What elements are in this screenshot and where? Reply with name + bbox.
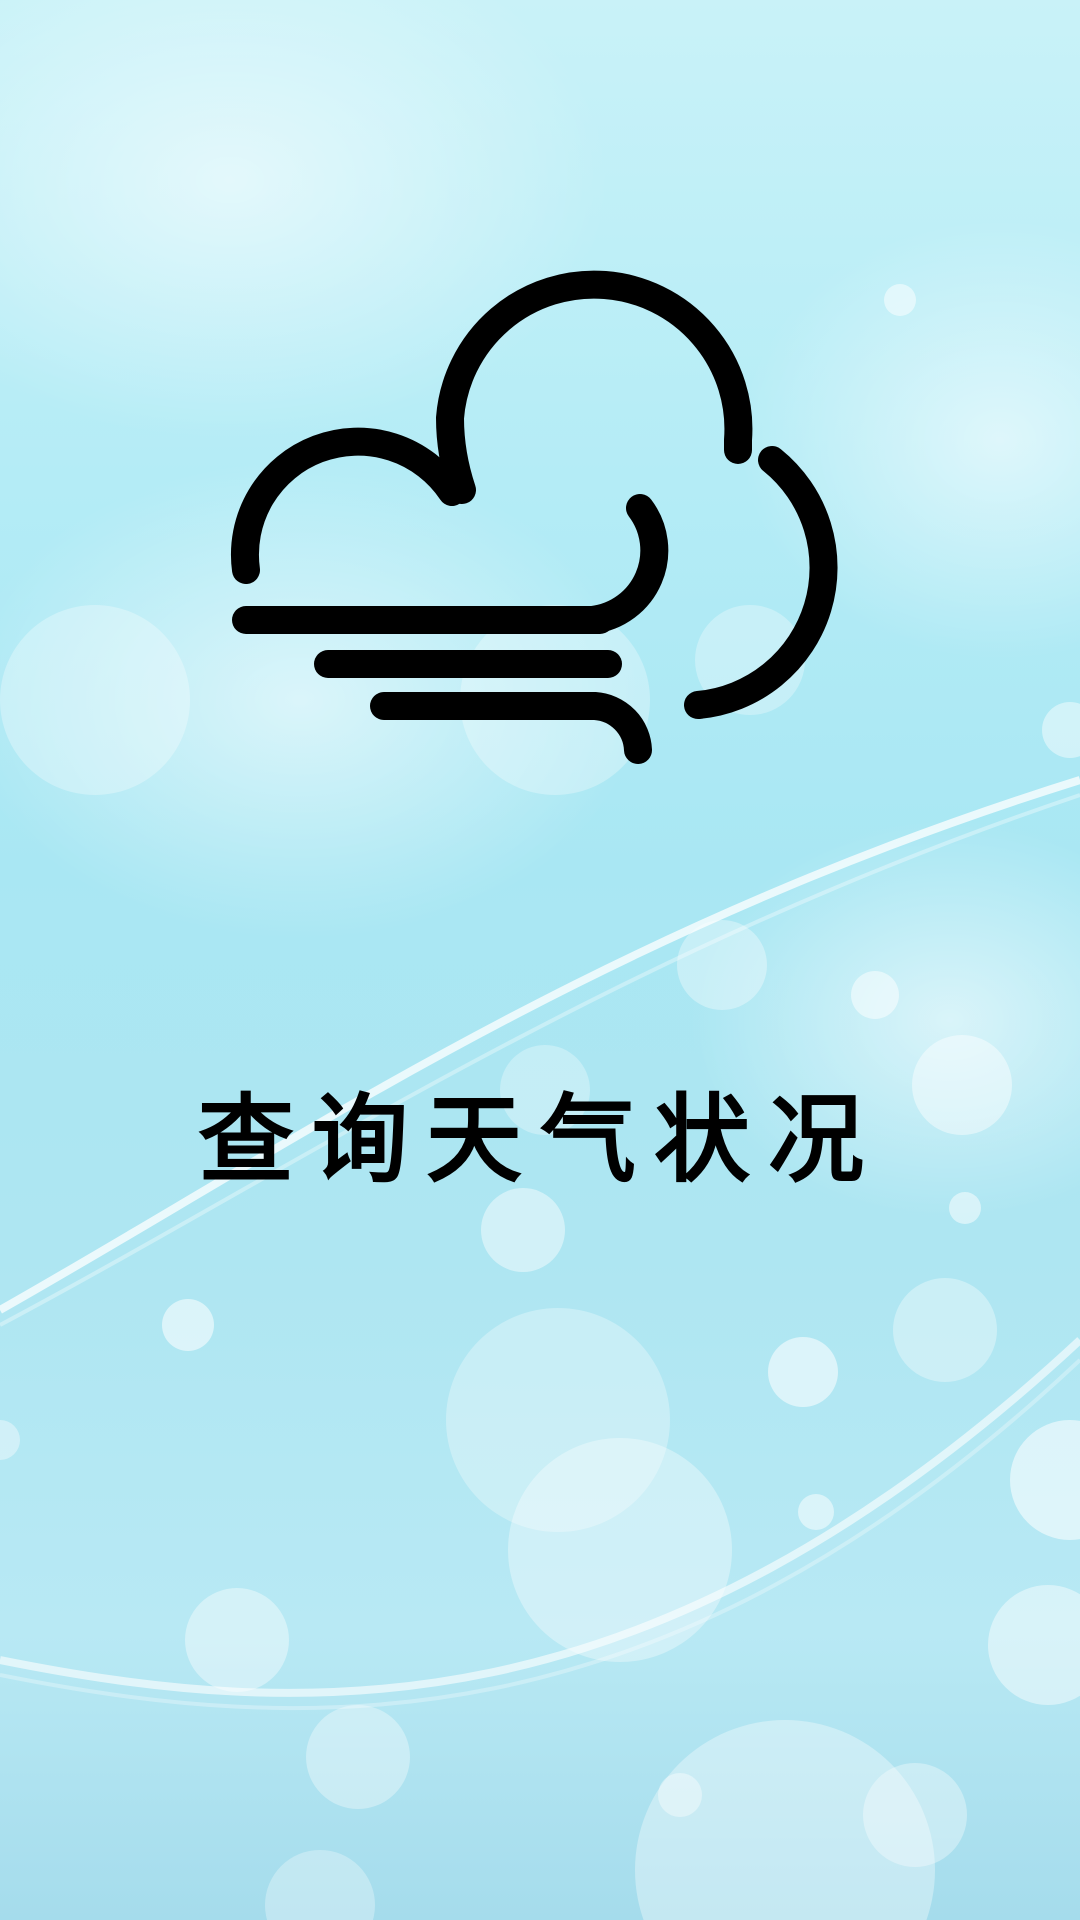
bubble — [306, 1705, 410, 1809]
bubble — [884, 284, 916, 316]
bubble — [798, 1494, 834, 1530]
bubble — [265, 1850, 375, 1920]
bubble — [863, 1763, 967, 1867]
bubble — [677, 920, 767, 1010]
cloud-top-arc — [450, 285, 738, 490]
bubble — [988, 1585, 1080, 1705]
wind-curl — [592, 508, 654, 620]
cloud-right-lobe — [698, 460, 824, 705]
bubble — [658, 1773, 702, 1817]
bubble — [185, 1588, 289, 1692]
fog-wind-cloud-icon — [220, 240, 860, 780]
bubble — [851, 971, 899, 1019]
bubble — [893, 1278, 997, 1382]
wind-line-3 — [384, 706, 638, 750]
cloud-left-arc — [245, 442, 452, 570]
page-title: 查询天气状况 — [0, 1080, 1080, 1200]
bubble — [768, 1337, 838, 1407]
fog-wind-cloud-icon-graphic — [220, 240, 860, 780]
bubble — [0, 605, 190, 795]
bubble — [162, 1299, 214, 1351]
bubble — [0, 1420, 20, 1460]
bubble — [481, 1188, 565, 1272]
bubble — [1042, 702, 1080, 758]
bubble — [1010, 1420, 1080, 1540]
bubble — [508, 1438, 732, 1662]
